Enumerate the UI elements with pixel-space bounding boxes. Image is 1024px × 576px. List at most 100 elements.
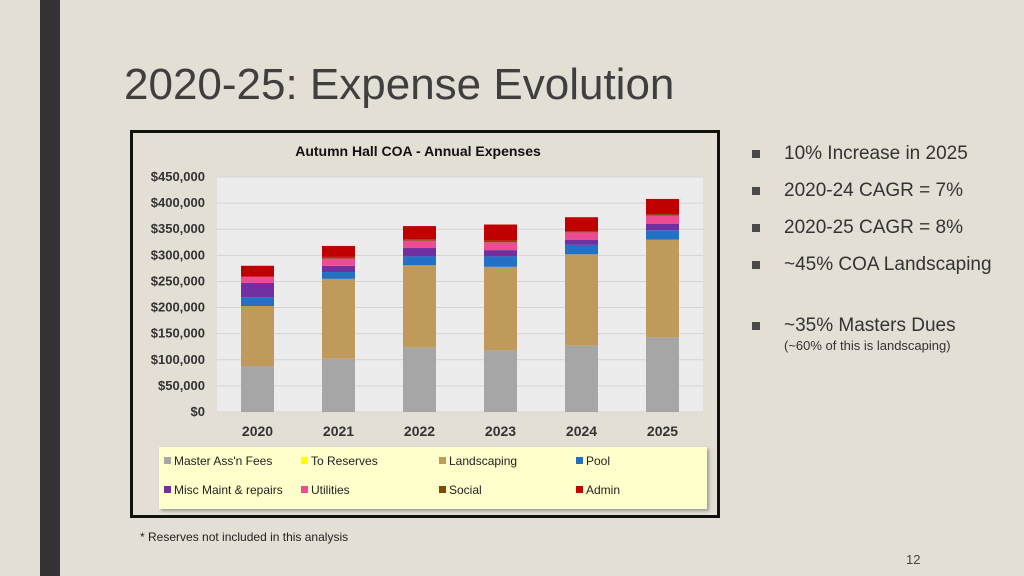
bar-misc-maint-repairs-2025 <box>646 224 679 231</box>
bar-landscaping-2022 <box>403 265 436 348</box>
bar-utilities-2023 <box>484 242 517 251</box>
legend-item: Admin <box>576 483 620 497</box>
bar-admin-2021 <box>322 245 355 257</box>
legend-swatch <box>576 486 583 493</box>
bar-master-ass-n-fees-2023 <box>484 350 517 412</box>
bar-social-2022 <box>403 239 436 241</box>
legend-item: Utilities <box>301 483 350 497</box>
bar-utilities-2021 <box>322 258 355 266</box>
bar-misc-maint-repairs-2024 <box>565 239 598 245</box>
bar-landscaping-2021 <box>322 278 355 359</box>
legend-swatch <box>164 457 171 464</box>
stacked-bar-chart: $0 $50,000 $100,000 $150,000 $200,000 $250,00… <box>151 169 703 439</box>
bullet-square-icon <box>752 150 760 158</box>
bullet-text: 2020-24 CAGR = 7% <box>784 180 964 201</box>
bullet-square-icon <box>752 187 760 195</box>
bar-pool-2025 <box>646 230 679 240</box>
bar-social-2025 <box>646 214 679 216</box>
bar-admin-2023 <box>484 224 517 241</box>
bullet-subtext: (~60% of this is landscaping) <box>784 338 951 353</box>
y-tick-label: $0 <box>191 404 205 419</box>
bar-utilities-2025 <box>646 215 679 224</box>
bar-admin-2025 <box>646 198 679 215</box>
legend-swatch <box>164 486 171 493</box>
y-tick-label: $200,000 <box>151 300 205 315</box>
bar-pool-2020 <box>241 297 274 306</box>
bullet-text: ~35% Masters Dues <box>784 315 956 336</box>
page-number: 12 <box>906 552 921 567</box>
bar-landscaping-2024 <box>565 254 598 346</box>
x-tick-label: 2023 <box>485 423 516 439</box>
legend-label: Master Ass'n Fees <box>174 454 273 468</box>
bar-social-2024 <box>565 231 598 233</box>
legend-item: To Reserves <box>301 454 378 468</box>
y-tick-label: $400,000 <box>151 195 205 210</box>
bar-misc-maint-repairs-2021 <box>322 265 355 273</box>
legend-label: To Reserves <box>311 454 378 468</box>
bar-admin-2022 <box>403 226 436 240</box>
legend-label: Misc Maint & repairs <box>174 483 283 497</box>
legend-swatch <box>439 457 446 464</box>
bullet-square-icon <box>752 322 760 330</box>
bar-admin-2020 <box>241 265 274 277</box>
x-tick-label: 2025 <box>647 423 678 439</box>
slide-title: 2020-25: Expense Evolution <box>124 60 675 109</box>
legend-swatch <box>576 457 583 464</box>
bar-pool-2021 <box>322 272 355 279</box>
legend-item: Landscaping <box>439 454 517 468</box>
legend-swatch <box>439 486 446 493</box>
x-tick-label: 2021 <box>323 423 354 439</box>
bullet-square-icon <box>752 261 760 269</box>
bar-utilities-2022 <box>403 240 436 249</box>
x-tick-label: 2022 <box>404 423 435 439</box>
bar-misc-maint-repairs-2022 <box>403 248 436 257</box>
chart-legend: Master Ass'n Fees To Reserves Landscaping P… <box>159 447 707 509</box>
legend-label: Admin <box>586 483 621 497</box>
legend-item: Misc Maint & repairs <box>164 483 283 497</box>
bar-pool-2023 <box>484 256 517 267</box>
legend-item: Master Ass'n Fees <box>164 454 272 468</box>
bullet-text: 10% Increase in 2025 <box>784 143 968 164</box>
y-tick-label: $50,000 <box>158 378 205 393</box>
legend-swatch <box>301 457 308 464</box>
legend-item: Pool <box>576 454 610 468</box>
bar-landscaping-2020 <box>241 305 274 367</box>
bar-social-2023 <box>484 240 517 243</box>
legend-swatch <box>301 486 308 493</box>
bar-landscaping-2025 <box>646 239 679 338</box>
plot-area <box>217 177 703 412</box>
legend-item: Social <box>439 483 482 497</box>
bar-admin-2024 <box>565 217 598 232</box>
legend-label: Utilities <box>311 483 350 497</box>
legend-label: Landscaping <box>449 454 518 468</box>
bar-misc-maint-repairs-2023 <box>484 250 517 257</box>
bar-master-ass-n-fees-2025 <box>646 337 679 412</box>
bar-utilities-2024 <box>565 232 598 240</box>
bar-master-ass-n-fees-2022 <box>403 347 436 412</box>
legend-label: Pool <box>586 454 611 468</box>
legend-label: Social <box>449 483 482 497</box>
left-accent-bar <box>40 0 60 576</box>
bar-master-ass-n-fees-2020 <box>241 366 274 412</box>
bullet-text: ~45% COA Landscaping <box>784 254 992 275</box>
chart-container: Autumn Hall COA - Annual Expenses $0 $50,… <box>130 130 720 518</box>
bar-master-ass-n-fees-2021 <box>322 358 355 412</box>
y-tick-label: $150,000 <box>151 326 205 341</box>
y-tick-label: $350,000 <box>151 221 205 236</box>
bar-social-2021 <box>322 256 355 259</box>
bar-pool-2022 <box>403 256 436 266</box>
y-tick-label: $100,000 <box>151 352 205 367</box>
footnote: * Reserves not included in this analysis <box>140 530 349 544</box>
bar-master-ass-n-fees-2024 <box>565 345 598 412</box>
bullet-square-icon <box>752 224 760 232</box>
bar-pool-2024 <box>565 244 598 255</box>
bullet-text: 2020-25 CAGR = 8% <box>784 217 964 238</box>
y-tick-label: $300,000 <box>151 247 205 262</box>
y-tick-label: $450,000 <box>151 169 205 184</box>
bar-misc-maint-repairs-2020 <box>241 283 274 298</box>
chart-title: Autumn Hall COA - Annual Expenses <box>295 143 541 159</box>
bar-utilities-2020 <box>241 276 274 284</box>
x-tick-label: 2024 <box>566 423 597 439</box>
x-tick-label: 2020 <box>242 423 273 439</box>
bar-landscaping-2023 <box>484 266 517 351</box>
